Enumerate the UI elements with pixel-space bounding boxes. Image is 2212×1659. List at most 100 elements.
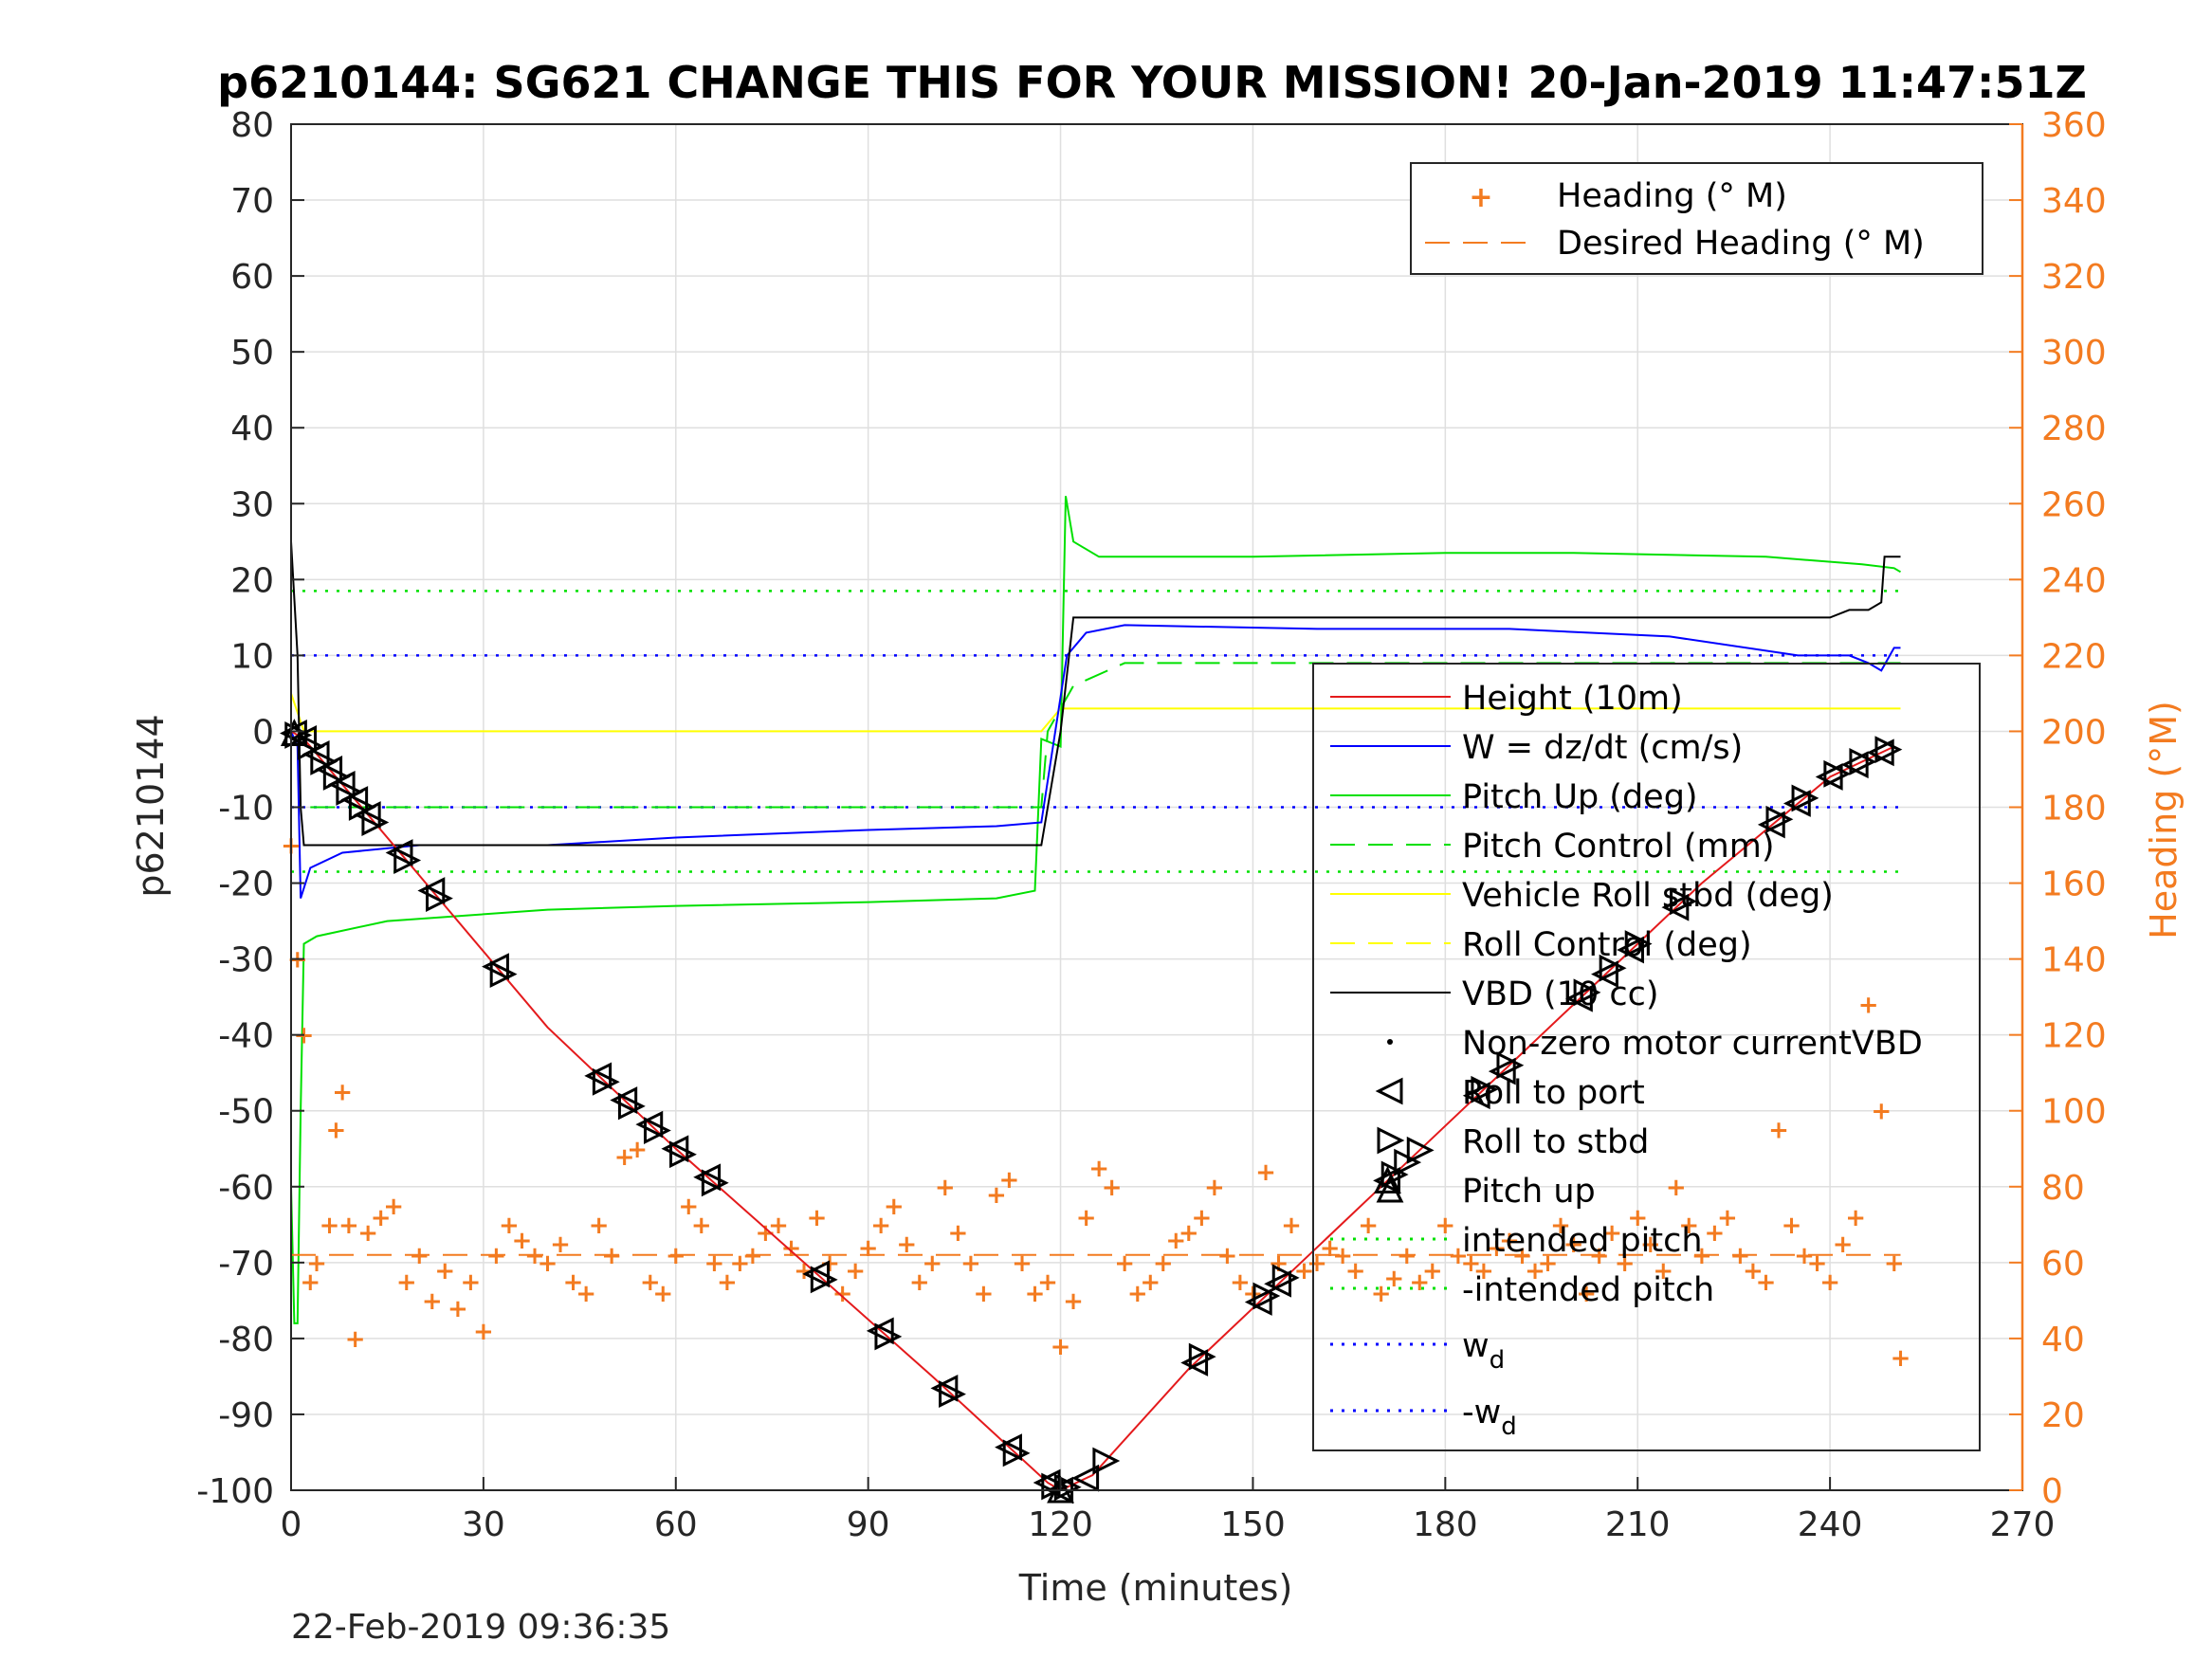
x-tick-label: 30 [462,1505,505,1544]
heading-point: + [1076,1204,1097,1232]
heading-point: + [1704,1219,1725,1248]
legend-label-vbd: VBD (10 cc) [1462,975,1659,1013]
roll-to-stbd-marker [1599,954,1627,982]
roll-to-stbd-marker [1252,1282,1281,1310]
roll-to-stbd-marker [1471,1075,1499,1103]
x-tick-label: 120 [1028,1505,1093,1544]
heading-point: + [1717,1204,1738,1232]
heading-point: + [383,1193,404,1221]
roll-to-stbd-marker [1670,887,1697,916]
heading-point: + [486,1242,507,1270]
legend-label-roll: Vehicle Roll stbd (deg) [1462,877,1834,915]
x-axis-label: Time (minutes) [1018,1567,1293,1609]
y-tick-label-right: 280 [2041,410,2107,448]
heading-point: + [717,1268,738,1297]
heading-point: + [1538,1249,1559,1278]
heading-point: + [357,1219,378,1248]
roll-to-stbd-marker [1849,748,1877,775]
y-tick-label-left: 80 [230,106,274,145]
roll-to-port-marker [1462,1082,1490,1110]
y-tick-label-left: -50 [218,1093,274,1132]
x-tick-label: 240 [1798,1505,1863,1544]
roll-to-port-marker [866,1317,894,1345]
x-tick-label: 90 [847,1505,890,1544]
heading-point: + [666,1242,686,1270]
y-tick-label-right: 200 [2041,713,2107,752]
heading-point: + [1743,1257,1764,1285]
heading-point: + [614,1143,635,1172]
heading-point: + [884,1193,905,1221]
legend-label-roll-port: Roll to port [1462,1074,1645,1112]
roll-to-stbd-marker [489,960,518,989]
legend-label-wd: wd [1462,1327,1505,1375]
heading-point: + [1678,1212,1699,1240]
heading-point: + [986,1181,1007,1210]
y-tick-label-right: 300 [2041,334,2107,373]
heading-point: + [1230,1268,1251,1297]
legend-label-roll-stbd: Roll to stbd [1462,1123,1649,1161]
y-tick-label-right: 120 [2041,1017,2107,1056]
x-tick-label: 150 [1220,1505,1286,1544]
heading-point: + [332,1079,353,1107]
roll-to-stbd-marker [643,1117,671,1144]
roll-to-port-marker [1591,960,1618,989]
y-tick-label-right: 40 [2041,1321,2085,1359]
y-tick-label-left: 20 [230,561,274,600]
heading-point: + [434,1257,455,1285]
legend-label-motor-current: Non-zero motor currentVBD [1462,1025,1923,1063]
roll-to-port-marker [995,1433,1022,1462]
pitch-up-marker [1374,1166,1401,1194]
y-tick-label-right: 220 [2041,637,2107,676]
roll-to-stbd-marker [1188,1342,1216,1371]
roll-to-stbd-marker [1624,930,1653,958]
heading-point: + [1037,1268,1058,1297]
heading-point: + [1756,1268,1777,1297]
heading-legend: + Heading (° M) Desired Heading (° M) [1410,162,1983,275]
series-vbd [290,541,1901,847]
heading-point: + [1422,1257,1443,1285]
y-tick-label-left: -90 [218,1396,274,1435]
heading-point: + [1487,1234,1508,1263]
roll-to-stbd-marker [322,763,351,791]
y-tick-label-right: 360 [2041,106,2107,145]
roll-to-port-marker [584,1062,612,1090]
roll-to-port-marker [1757,811,1785,839]
heading-point: + [1525,1257,1545,1285]
heading-point: + [1216,1242,1237,1270]
heading-point: + [1589,1242,1610,1270]
heading-point: + [1845,1204,1866,1232]
heading-point: + [652,1280,673,1308]
heading-point: + [1576,1280,1597,1308]
heading-point: + [512,1227,533,1255]
heading-point: + [550,1231,571,1259]
footer-timestamp: 22-Feb-2019 09:36:35 [291,1608,670,1647]
heading-point: + [947,1219,968,1248]
heading-point: + [1409,1268,1430,1297]
heading-point: + [1730,1242,1751,1270]
legend-label-w: W = dz/dt (cm/s) [1462,729,1743,767]
y-tick-label-left: 70 [230,182,274,221]
roll-to-stbd-marker [1791,784,1819,812]
heading-point: + [325,1117,346,1145]
heading-point: + [1140,1268,1161,1297]
heading-point: + [1768,1117,1789,1145]
heading-point: + [1473,1257,1494,1285]
heading-point: + [422,1287,443,1316]
y-tick-label-right: 140 [2041,941,2107,980]
legend-label-roll-control: Roll Control (deg) [1462,926,1752,964]
y-tick-label-right: 160 [2041,866,2107,904]
heading-point: + [999,1166,1020,1194]
heading-point: + [1653,1257,1673,1285]
roll-to-stbd-marker [810,1266,838,1294]
roll-to-port-marker [482,953,509,981]
heading-point: + [1435,1212,1455,1240]
y-tick-label-left: -30 [218,941,274,980]
roll-to-stbd-marker [1002,1439,1031,1468]
heading-point: + [1383,1265,1404,1293]
roll-to-port-marker [610,1086,638,1114]
heading-point: + [742,1242,763,1270]
legend-label-height: Height (10m) [1462,680,1683,718]
legend-label-wd-base: w [1462,1327,1490,1365]
heading-point: + [896,1231,917,1259]
roll-to-port-marker [635,1110,664,1139]
